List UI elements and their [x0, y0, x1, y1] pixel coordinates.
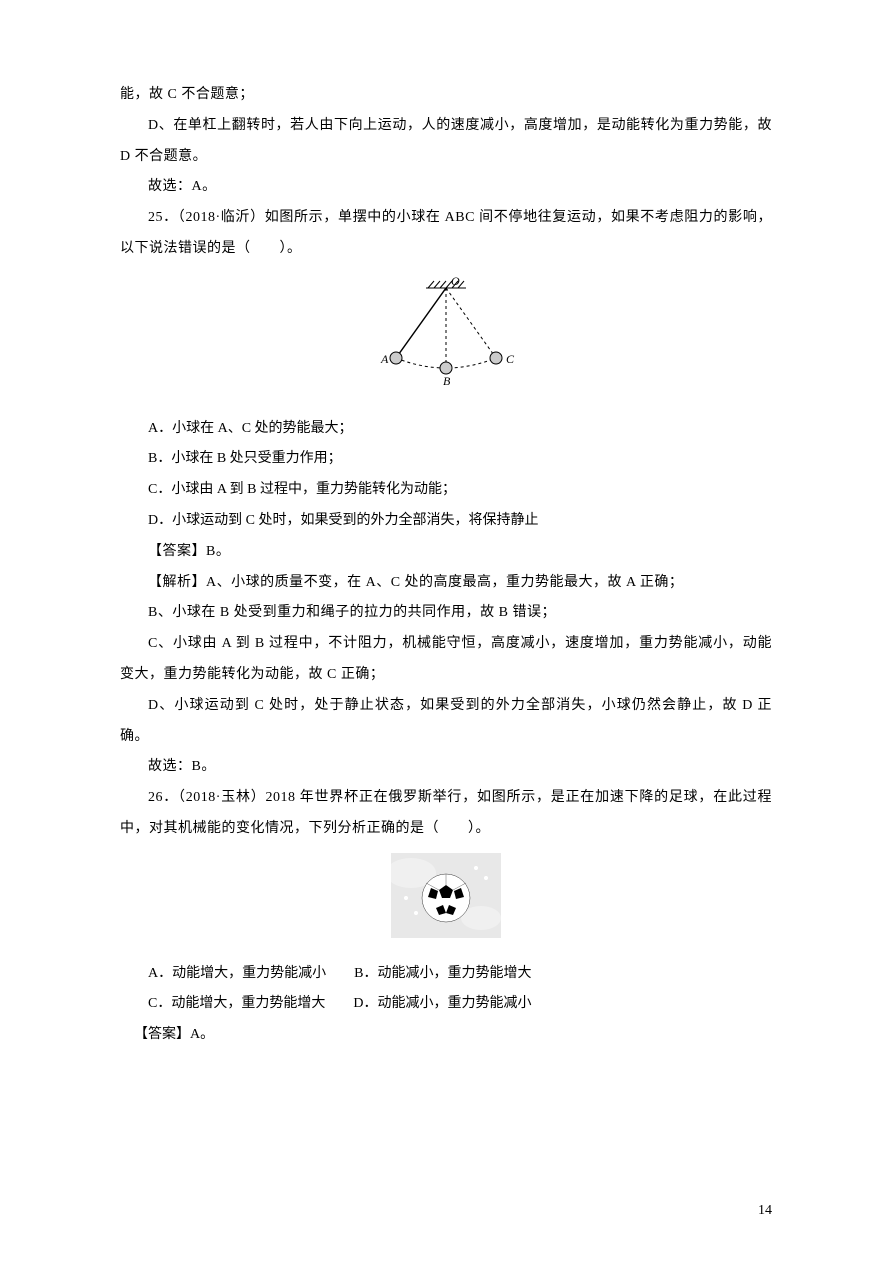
pendulum-diagram: O A B C — [356, 273, 536, 393]
q25-explanation-c: C、小球由 A 到 B 过程中，不计阻力，机械能守恒，高度减小，速度增加，重力势… — [120, 629, 772, 691]
q25-explanation-a: 【解析】A、小球的质量不变，在 A、C 处的高度最高，重力势能最大，故 A 正确… — [120, 568, 772, 599]
q25-option-d: D．小球运动到 C 处时，如果受到的外力全部消失，将保持静止 — [120, 506, 772, 537]
q25-option-a: A．小球在 A、C 处的势能最大； — [120, 414, 772, 445]
pendulum-figure: O A B C — [120, 273, 772, 406]
page-number: 14 — [758, 1196, 772, 1227]
football-figure — [120, 853, 772, 951]
pendulum-label-o: O — [451, 274, 460, 288]
q25-option-c: C．小球由 A 到 B 过程中，重力势能转化为动能； — [120, 475, 772, 506]
q25-answer: 【答案】B。 — [120, 537, 772, 568]
q26-options-cd: C．动能增大，重力势能增大 D．动能减小，重力势能减小 — [120, 989, 772, 1020]
pendulum-label-c: C — [506, 352, 515, 366]
q26-stem: 26．（2018·玉林）2018 年世界杯正在俄罗斯举行，如图所示，是正在加速下… — [120, 783, 772, 845]
q26-answer: 【答案】A。 — [120, 1020, 772, 1051]
q25-stem: 25．（2018·临沂）如图所示，单摆中的小球在 ABC 间不停地往复运动，如果… — [120, 203, 772, 265]
q25-conclusion: 故选：B。 — [120, 752, 772, 783]
football-image — [391, 853, 501, 938]
intro-line1: 能，故 C 不合题意； — [120, 80, 772, 111]
pendulum-label-b: B — [443, 374, 451, 388]
pendulum-label-a: A — [380, 352, 389, 366]
intro-line2: D、在单杠上翻转时，若人由下向上运动，人的速度减小，高度增加，是动能转化为重力势… — [120, 111, 772, 173]
q25-explanation-b: B、小球在 B 处受到重力和绳子的拉力的共同作用，故 B 错误； — [120, 598, 772, 629]
q25-explanation-d: D、小球运动到 C 处时，处于静止状态，如果受到的外力全部消失，小球仍然会静止，… — [120, 691, 772, 753]
q26-options-ab: A．动能增大，重力势能减小 B．动能减小，重力势能增大 — [120, 959, 772, 990]
intro-line3: 故选：A。 — [120, 172, 772, 203]
q25-option-b: B．小球在 B 处只受重力作用； — [120, 444, 772, 475]
